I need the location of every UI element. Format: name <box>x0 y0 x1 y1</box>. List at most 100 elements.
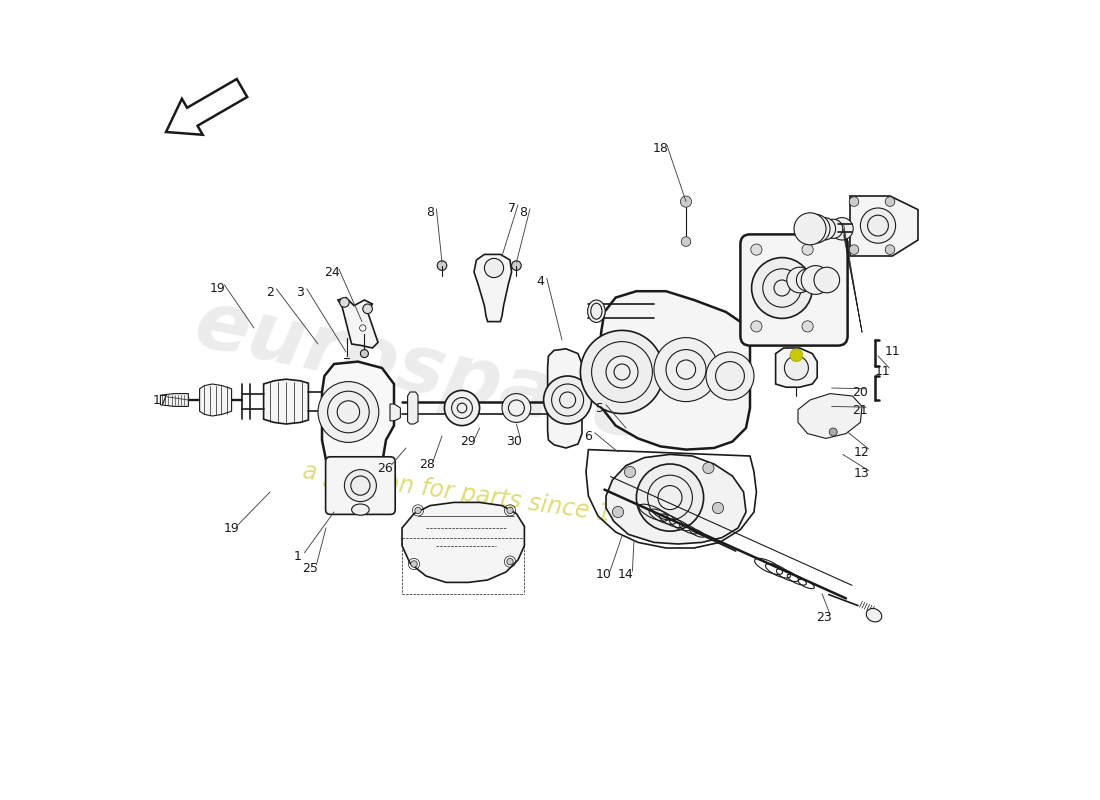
Text: 6: 6 <box>584 430 592 442</box>
Text: 11: 11 <box>884 346 900 358</box>
Ellipse shape <box>867 609 882 622</box>
FancyBboxPatch shape <box>740 234 848 346</box>
Text: 4: 4 <box>537 275 544 288</box>
Text: 28: 28 <box>419 458 435 470</box>
Circle shape <box>790 349 803 362</box>
Circle shape <box>410 561 417 567</box>
Polygon shape <box>199 384 232 416</box>
Circle shape <box>502 394 531 422</box>
Polygon shape <box>798 394 862 438</box>
Circle shape <box>794 213 826 245</box>
Text: 19: 19 <box>223 522 240 534</box>
Circle shape <box>681 196 692 207</box>
Circle shape <box>681 237 691 246</box>
Text: 5: 5 <box>595 402 604 414</box>
Text: 21: 21 <box>851 404 868 417</box>
Circle shape <box>543 376 592 424</box>
Text: 13: 13 <box>854 467 870 480</box>
Polygon shape <box>390 404 400 421</box>
FancyBboxPatch shape <box>326 457 395 514</box>
Circle shape <box>344 470 376 502</box>
Polygon shape <box>850 196 918 256</box>
Text: eurospares: eurospares <box>187 285 702 467</box>
Circle shape <box>802 244 813 255</box>
Circle shape <box>658 486 682 510</box>
Circle shape <box>751 244 762 255</box>
Polygon shape <box>606 454 746 544</box>
Text: 26: 26 <box>377 462 393 474</box>
Text: 25: 25 <box>302 562 318 574</box>
Circle shape <box>801 266 830 294</box>
Text: 8: 8 <box>519 206 528 218</box>
Text: 29: 29 <box>461 435 476 448</box>
Circle shape <box>801 214 830 243</box>
Text: 19: 19 <box>210 282 225 294</box>
Text: 11: 11 <box>874 365 891 378</box>
Circle shape <box>849 245 859 254</box>
Polygon shape <box>338 298 378 348</box>
Circle shape <box>829 428 837 436</box>
Text: 18: 18 <box>652 142 669 154</box>
Circle shape <box>444 390 480 426</box>
Circle shape <box>814 267 839 293</box>
Circle shape <box>507 558 514 565</box>
Text: a passion for parts since 1985: a passion for parts since 1985 <box>301 459 658 533</box>
Circle shape <box>824 219 843 238</box>
Polygon shape <box>402 502 525 582</box>
Circle shape <box>613 506 624 518</box>
Text: 14: 14 <box>618 568 634 581</box>
Circle shape <box>886 197 894 206</box>
Circle shape <box>363 304 373 314</box>
Circle shape <box>437 261 447 270</box>
Circle shape <box>318 382 378 442</box>
Text: 8: 8 <box>426 206 434 218</box>
Circle shape <box>507 507 514 514</box>
Circle shape <box>830 218 854 240</box>
Circle shape <box>637 464 704 531</box>
Text: 23: 23 <box>816 611 832 624</box>
Polygon shape <box>161 394 188 406</box>
FancyArrow shape <box>166 79 248 134</box>
Circle shape <box>625 466 636 478</box>
Circle shape <box>340 298 349 307</box>
Polygon shape <box>548 349 582 448</box>
Circle shape <box>813 218 836 240</box>
Text: 1: 1 <box>294 550 301 562</box>
Circle shape <box>415 507 421 514</box>
Circle shape <box>581 330 663 414</box>
Circle shape <box>860 208 895 243</box>
Circle shape <box>713 502 724 514</box>
Text: 2: 2 <box>266 286 274 298</box>
Circle shape <box>784 356 808 380</box>
Circle shape <box>706 352 754 400</box>
Polygon shape <box>600 291 750 450</box>
Text: 20: 20 <box>851 386 868 398</box>
Polygon shape <box>776 348 817 387</box>
Polygon shape <box>264 379 308 424</box>
Circle shape <box>786 267 813 293</box>
Circle shape <box>796 269 818 291</box>
Circle shape <box>886 245 894 254</box>
Text: 17: 17 <box>153 394 168 406</box>
Circle shape <box>606 356 638 388</box>
Text: 10: 10 <box>596 568 612 581</box>
Circle shape <box>849 197 859 206</box>
Polygon shape <box>553 396 562 421</box>
Text: 7: 7 <box>507 202 516 214</box>
Text: 24: 24 <box>324 266 340 278</box>
Ellipse shape <box>352 504 370 515</box>
Text: 30: 30 <box>506 435 521 448</box>
Circle shape <box>802 321 813 332</box>
Circle shape <box>361 350 368 358</box>
Ellipse shape <box>587 300 605 322</box>
Circle shape <box>654 338 718 402</box>
Polygon shape <box>474 254 512 322</box>
Circle shape <box>484 258 504 278</box>
Circle shape <box>512 261 521 270</box>
Circle shape <box>751 258 813 318</box>
Polygon shape <box>408 392 418 424</box>
Circle shape <box>751 321 762 332</box>
Text: 3: 3 <box>297 286 305 298</box>
Polygon shape <box>322 362 394 476</box>
Text: 12: 12 <box>854 446 870 458</box>
